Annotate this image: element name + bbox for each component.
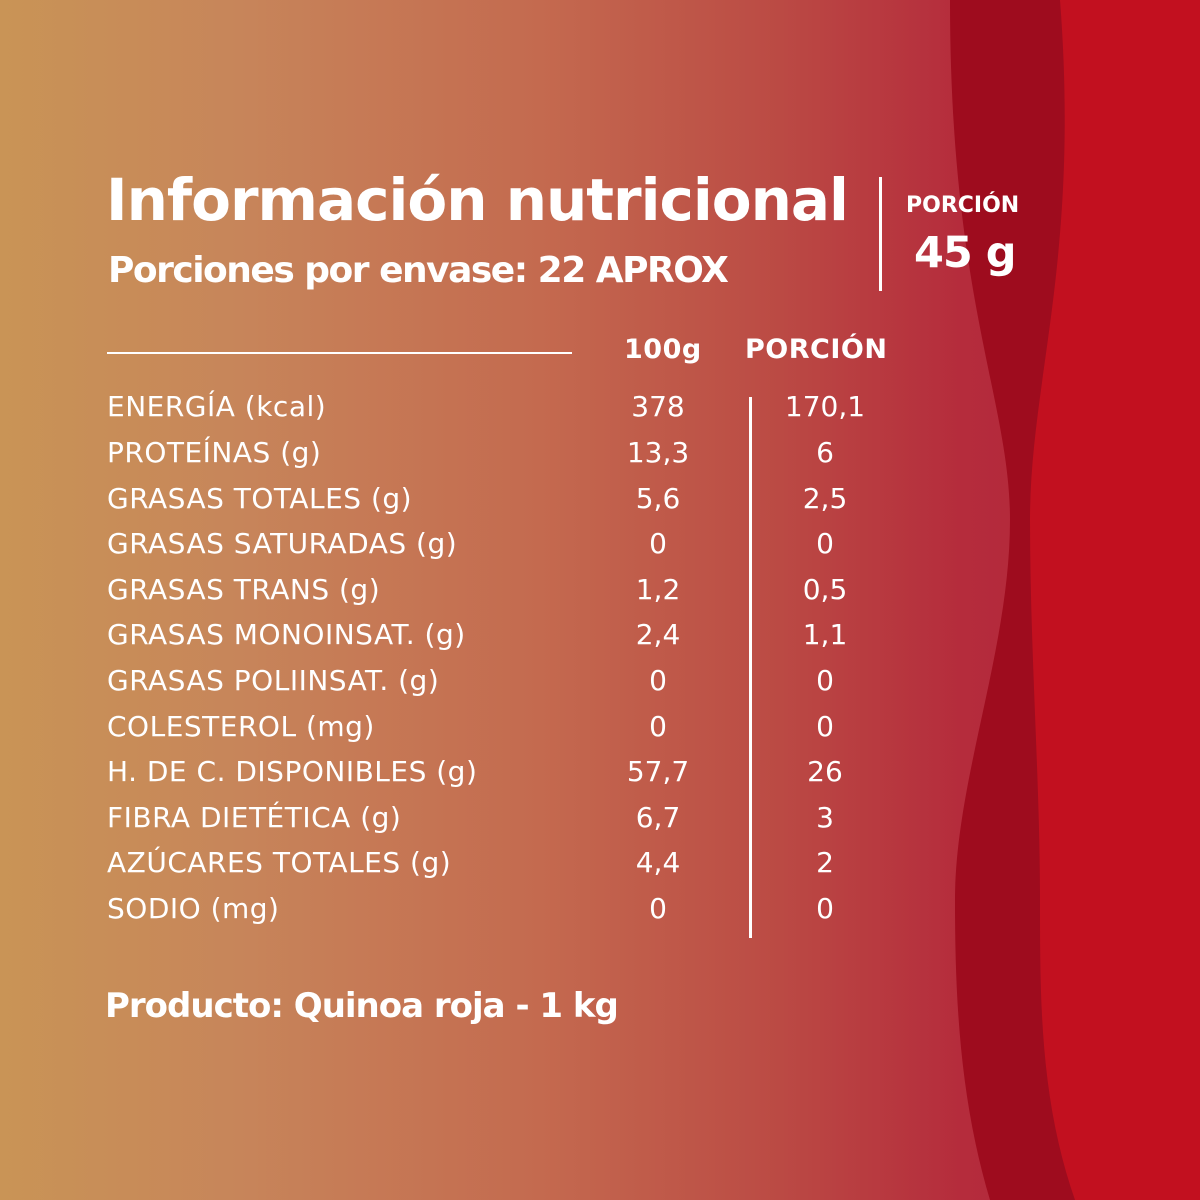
value-per-portion: 0 xyxy=(816,892,834,925)
column-header-portion: PORCIÓN xyxy=(745,334,888,365)
value-per-portion: 0 xyxy=(816,664,834,697)
table-row: GRASAS POLIINSAT. (g) 0 0 xyxy=(0,664,1200,708)
nutrient-label: GRASAS TOTALES (g) xyxy=(107,482,413,515)
nutrient-label: ENERGÍA (kcal) xyxy=(107,390,327,423)
value-per-100g: 57,7 xyxy=(626,755,690,788)
page-title: Información nutricional xyxy=(106,166,849,234)
table-row: ENERGÍA (kcal) 378 170,1 xyxy=(0,390,1200,434)
value-per-portion: 170,1 xyxy=(784,390,866,423)
header-divider xyxy=(879,177,882,291)
nutrient-label: AZÚCARES TOTALES (g) xyxy=(107,846,452,879)
servings-per-package: Porciones por envase: 22 APROX xyxy=(108,250,729,291)
table-row: H. DE C. DISPONIBLES (g) 57,7 26 xyxy=(0,755,1200,799)
product-name: Producto: Quinoa roja - 1 kg xyxy=(105,986,619,1026)
table-row: COLESTEROL (mg) 0 0 xyxy=(0,710,1200,754)
nutrient-label: COLESTEROL (mg) xyxy=(107,710,375,743)
nutrient-label: GRASAS SATURADAS (g) xyxy=(107,527,458,560)
value-per-100g: 6,7 xyxy=(635,801,681,834)
portion-value: 45 g xyxy=(914,228,1017,278)
value-per-100g: 4,4 xyxy=(635,846,681,879)
value-per-100g: 13,3 xyxy=(626,436,690,469)
value-per-portion: 6 xyxy=(816,436,834,469)
value-per-100g: 0 xyxy=(649,892,667,925)
value-per-100g: 0 xyxy=(649,710,667,743)
value-per-portion: 2,5 xyxy=(802,482,848,515)
table-row: GRASAS MONOINSAT. (g) 2,4 1,1 xyxy=(0,618,1200,662)
value-per-100g: 378 xyxy=(631,390,685,423)
table-row: AZÚCARES TOTALES (g) 4,4 2 xyxy=(0,846,1200,890)
column-header-100g: 100g xyxy=(624,334,702,365)
table-column-divider xyxy=(749,397,752,938)
bright-wave-band xyxy=(1030,0,1200,1200)
value-per-100g: 0 xyxy=(649,527,667,560)
table-row: GRASAS TOTALES (g) 5,6 2,5 xyxy=(0,482,1200,526)
nutrient-label: PROTEÍNAS (g) xyxy=(107,436,322,469)
nutrient-label: GRASAS TRANS (g) xyxy=(107,573,381,606)
value-per-portion: 0 xyxy=(816,710,834,743)
table-top-rule xyxy=(107,352,572,354)
value-per-portion: 26 xyxy=(807,755,843,788)
table-row: SODIO (mg) 0 0 xyxy=(0,892,1200,936)
nutrient-label: GRASAS MONOINSAT. (g) xyxy=(107,618,466,651)
value-per-100g: 2,4 xyxy=(635,618,681,651)
table-row: FIBRA DIETÉTICA (g) 6,7 3 xyxy=(0,801,1200,845)
value-per-portion: 0,5 xyxy=(802,573,848,606)
portion-label: PORCIÓN xyxy=(906,193,1020,218)
value-per-portion: 0 xyxy=(816,527,834,560)
value-per-100g: 0 xyxy=(649,664,667,697)
nutrient-label: FIBRA DIETÉTICA (g) xyxy=(107,801,402,834)
table-row: GRASAS TRANS (g) 1,2 0,5 xyxy=(0,573,1200,617)
table-row: GRASAS SATURADAS (g) 0 0 xyxy=(0,527,1200,571)
value-per-100g: 1,2 xyxy=(635,573,681,606)
nutrient-label: GRASAS POLIINSAT. (g) xyxy=(107,664,440,697)
table-row: PROTEÍNAS (g) 13,3 6 xyxy=(0,436,1200,480)
value-per-100g: 5,6 xyxy=(635,482,681,515)
value-per-portion: 2 xyxy=(816,846,834,879)
nutrient-label: SODIO (mg) xyxy=(107,892,280,925)
nutrient-label: H. DE C. DISPONIBLES (g) xyxy=(107,755,478,788)
value-per-portion: 1,1 xyxy=(802,618,848,651)
value-per-portion: 3 xyxy=(816,801,834,834)
